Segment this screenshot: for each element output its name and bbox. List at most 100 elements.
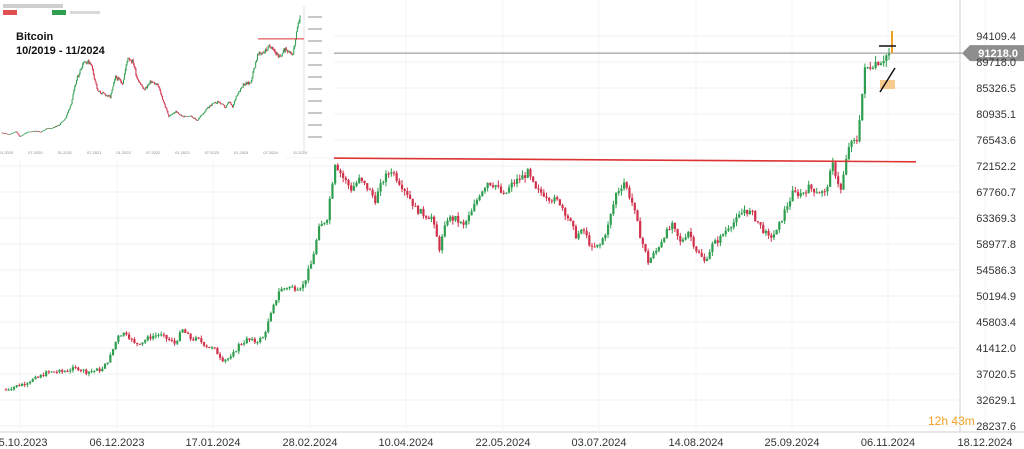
inset-candle-body — [263, 52, 265, 54]
candle-body — [513, 182, 516, 184]
candle-body — [280, 288, 283, 292]
candle-body — [181, 329, 184, 333]
candle-body — [39, 375, 42, 378]
candle-body — [475, 200, 479, 205]
y-tick-label: 85326.5 — [976, 83, 1016, 95]
candle-body — [328, 198, 331, 221]
inset-candle-body — [37, 131, 39, 132]
inset-candle-body — [177, 112, 179, 113]
candle-body — [847, 147, 850, 159]
inset-candle-body — [218, 102, 220, 103]
candle-body — [130, 338, 133, 340]
inset-candle-body — [296, 27, 298, 32]
candle-body — [596, 244, 599, 247]
inset-candle-body — [232, 104, 234, 108]
candle-body — [451, 216, 454, 221]
candle-body — [382, 181, 385, 184]
inset-candle-body — [104, 93, 106, 95]
x-tick-label: 25.10.2023 — [0, 437, 48, 449]
inset-candle-body — [18, 134, 20, 136]
inset-candle-body — [192, 116, 194, 118]
inset-candle-body — [73, 90, 75, 95]
candle-body — [850, 140, 853, 148]
inset-candle-body — [276, 53, 278, 55]
y-tick-label: 94109.4 — [976, 31, 1016, 43]
candle-body — [216, 348, 219, 355]
inset-candle-body — [98, 90, 100, 92]
candle-body — [764, 230, 768, 234]
inset-candle-body — [198, 118, 200, 120]
candle-body — [277, 291, 281, 301]
inset-candle-body — [247, 81, 249, 85]
candle-body — [441, 236, 444, 251]
candle-body — [168, 338, 171, 340]
inset-candle-body — [90, 62, 92, 65]
inset-candle-body — [122, 83, 124, 85]
inset-candle-body — [91, 65, 93, 70]
pennant-bottom-line[interactable] — [879, 67, 896, 93]
inset-x-tick: 01.2022 — [116, 150, 131, 155]
candle-body — [304, 280, 307, 285]
inset-candle-body — [44, 129, 46, 131]
candle-body — [719, 235, 722, 243]
inset-x-tick: 07.2020 — [28, 150, 43, 155]
candle-body — [882, 60, 885, 64]
inset-candle-body — [292, 54, 294, 55]
candle-body — [114, 341, 117, 350]
inset-x-tick: 07.2024 — [263, 150, 278, 155]
candle-body — [157, 334, 160, 336]
price-axis[interactable] — [960, 0, 1024, 432]
inset-candle-body — [115, 75, 117, 80]
candle-body — [269, 313, 272, 322]
candle-body — [703, 256, 706, 261]
y-tick-label: 63369.3 — [976, 213, 1016, 225]
candle-body — [309, 264, 313, 269]
inset-y-tick — [308, 112, 322, 114]
candle-body — [291, 286, 294, 288]
current-price-text: 91218.0 — [978, 48, 1018, 60]
inset-candle-body — [146, 87, 148, 88]
inset-candle-body — [151, 81, 153, 83]
inset-x-tick: 01.2023 — [175, 150, 190, 155]
candle-body — [684, 237, 687, 240]
candle-body — [253, 338, 256, 343]
inset-candle-body — [219, 102, 221, 104]
inset-candle-body — [287, 50, 289, 52]
candle-body — [465, 221, 468, 225]
candle-body — [668, 229, 671, 231]
inset-candle-body — [186, 116, 188, 118]
inset-candle-body — [26, 132, 28, 134]
candle-body — [141, 342, 144, 345]
inset-candle-body — [250, 80, 252, 84]
candle-body — [7, 389, 10, 391]
candle-body — [663, 238, 666, 242]
candle-body — [834, 162, 837, 177]
inset-candle-body — [130, 59, 132, 61]
candle-body — [288, 286, 291, 289]
candle-body — [799, 193, 802, 197]
candle-body — [826, 186, 829, 192]
inset-candle-body — [156, 84, 158, 85]
candle-body — [866, 67, 869, 69]
inset-candle-body — [252, 71, 254, 78]
candle-body — [320, 223, 323, 227]
candle-body — [103, 363, 107, 369]
candle-body — [449, 216, 452, 221]
candle-body — [620, 188, 623, 192]
resistance-line[interactable] — [284, 156, 917, 163]
y-tick-label: 72152.2 — [976, 161, 1016, 173]
candle-body — [590, 245, 594, 247]
inset-candle-body — [222, 103, 224, 105]
candle-body — [601, 238, 604, 245]
candle-body — [403, 189, 406, 192]
inset-candle-body — [245, 82, 247, 85]
candle-body — [411, 198, 414, 206]
inset-candle-body — [85, 61, 87, 64]
inset-candle-body — [162, 99, 164, 103]
candle-body — [368, 189, 372, 191]
candle-body — [109, 354, 112, 363]
inset-candle-body — [231, 104, 233, 106]
inset-candle-body — [107, 95, 109, 97]
candle-body — [807, 184, 810, 194]
